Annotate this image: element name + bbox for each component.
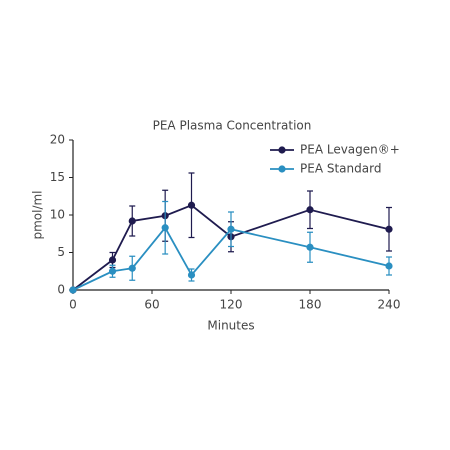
series-line <box>72 204 390 291</box>
y-tick-label: 10 <box>50 208 65 222</box>
data-point <box>187 201 196 209</box>
data-point <box>306 206 314 214</box>
y-tick-label: 15 <box>50 170 65 184</box>
y-tick-label: 5 <box>57 245 65 259</box>
data-point <box>108 267 117 275</box>
x-tick-label: 120 <box>220 298 243 312</box>
data-point <box>227 225 235 233</box>
data-point <box>306 243 314 251</box>
x-tick-label: 180 <box>299 298 322 312</box>
y-tick-label: 0 <box>57 283 65 297</box>
x-tick-label: 0 <box>69 298 77 312</box>
y-axis-label: pmol/ml <box>31 190 45 239</box>
x-tick-label: 60 <box>144 298 159 312</box>
data-point <box>108 256 117 264</box>
y-tick-label: 20 <box>50 133 65 147</box>
x-axis-label: Minutes <box>207 319 254 333</box>
data-point <box>69 286 77 294</box>
data-point <box>187 271 196 279</box>
legend-marker <box>278 146 286 154</box>
data-point <box>128 217 136 225</box>
data-point <box>161 224 169 232</box>
legend-label: PEA Levagen®+ <box>300 143 400 157</box>
legend-marker <box>278 165 286 173</box>
data-point <box>128 264 136 272</box>
data-point <box>385 262 393 270</box>
legend-label: PEA Standard <box>300 162 381 176</box>
chart-title: PEA Plasma Concentration <box>153 119 312 133</box>
data-point <box>385 225 393 233</box>
x-tick-label: 240 <box>378 298 401 312</box>
